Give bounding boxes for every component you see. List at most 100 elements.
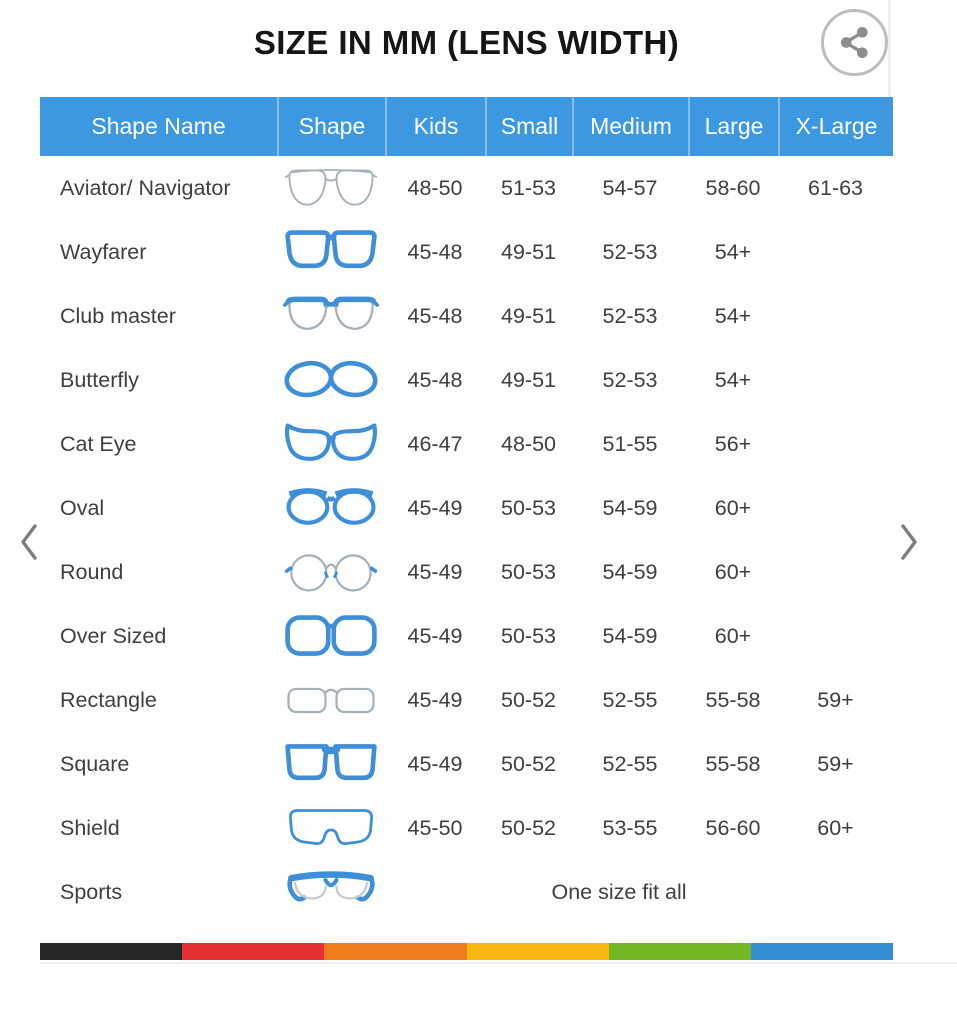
shape-name-cell: Oval [60, 495, 105, 520]
table-body: Aviator/ Navigator 48-50 51-53 54-57 58-60 6… [40, 156, 893, 924]
size-cell-kids: 45-49 [407, 751, 463, 776]
shape-cell [277, 796, 385, 860]
size-cell-medium: 52-53 [602, 367, 658, 392]
column-header-x-large: X-Large [778, 97, 893, 156]
square-glasses-icon [283, 737, 379, 791]
shape-cell [277, 540, 385, 604]
oversized-glasses-icon [283, 609, 379, 663]
size-cell-x-large: 59+ [817, 751, 854, 776]
size-cell-small: 50-52 [501, 751, 556, 776]
rectangle-glasses-icon [283, 673, 379, 727]
size-cell-x-large [778, 348, 893, 412]
shape-name-cell: Aviator/ Navigator [60, 175, 231, 200]
size-cell-small: 50-53 [501, 623, 556, 648]
size-cell-medium: 54-59 [602, 559, 658, 584]
footer-color-bar [40, 943, 894, 960]
size-cell-large: 54+ [714, 239, 752, 264]
size-cell-x-large: 60+ [817, 815, 854, 840]
shape-name-cell: Wayfarer [60, 239, 147, 264]
share-icon [840, 27, 868, 58]
shape-cell [277, 284, 385, 348]
page-title: SIZE IN MM (LENS WIDTH) [253, 24, 680, 61]
color-bar-segment [750, 943, 894, 960]
shape-cell [277, 412, 385, 476]
size-cell-x-large [778, 476, 893, 540]
size-cell-large: 60+ [714, 623, 752, 648]
shape-cell [277, 476, 385, 540]
size-cell-medium: 53-55 [602, 815, 658, 840]
size-cell-kids: 45-48 [407, 367, 463, 392]
size-cell-large: 54+ [714, 367, 752, 392]
size-cell-kids: 45-49 [407, 623, 463, 648]
size-cell-medium: 52-55 [602, 687, 658, 712]
table-row: Shield 45-50 50-52 53-55 56-60 60+ [40, 796, 893, 860]
size-cell-medium: 52-53 [602, 239, 658, 264]
size-cell-x-large: 61-63 [808, 175, 863, 200]
table-row: Sports One size fit all [40, 860, 893, 924]
size-cell-kids: 46-47 [407, 431, 463, 456]
size-cell-kids: 45-48 [407, 303, 463, 328]
shape-cell [277, 668, 385, 732]
one-size-note: One size fit all [551, 879, 687, 904]
table-row: Club master 45-48 49-51 52-53 54+ [40, 284, 893, 348]
column-header-kids: Kids [385, 97, 485, 156]
cat-eye-glasses-icon [283, 417, 379, 471]
carousel-prev-button[interactable] [14, 520, 44, 567]
size-cell-small: 50-52 [501, 687, 556, 712]
slide-edge-line [888, 0, 891, 97]
size-cell-small: 50-53 [501, 495, 556, 520]
size-cell-kids: 45-50 [407, 815, 463, 840]
size-cell-large: 60+ [714, 559, 752, 584]
table-row: Butterfly 45-48 49-51 52-53 54+ [40, 348, 893, 412]
chevron-left-icon [21, 524, 37, 560]
size-cell-small: 49-51 [501, 239, 556, 264]
table-row: Over Sized 45-49 50-53 54-59 60+ [40, 604, 893, 668]
size-cell-x-large [778, 412, 893, 476]
size-cell-large: 56-60 [705, 815, 761, 840]
size-cell-kids: 45-48 [407, 239, 463, 264]
size-cell-medium: 54-57 [602, 175, 658, 200]
shape-name-cell: Cat Eye [60, 431, 137, 456]
shape-name-cell: Rectangle [60, 687, 157, 712]
shape-cell [277, 732, 385, 796]
size-cell-large: 60+ [714, 495, 752, 520]
color-bar-segment [40, 943, 183, 960]
shape-cell [277, 156, 385, 220]
shape-cell [277, 604, 385, 668]
size-cell-x-large [778, 540, 893, 604]
shape-name-cell: Butterfly [60, 367, 139, 392]
size-cell-large: 58-60 [705, 175, 761, 200]
size-cell-small: 48-50 [501, 431, 556, 456]
size-cell-large: 55-58 [705, 751, 761, 776]
size-cell-small: 50-52 [501, 815, 556, 840]
size-cell-large: 54+ [714, 303, 752, 328]
aviator-glasses-icon [283, 161, 379, 215]
round-glasses-icon [283, 545, 379, 599]
sports-glasses-icon [283, 865, 379, 919]
size-cell-medium: 51-55 [602, 431, 658, 456]
table-row: Cat Eye 46-47 48-50 51-55 56+ [40, 412, 893, 476]
shape-name-cell: Over Sized [60, 623, 167, 648]
table-row: Round 45-49 50-53 54-59 60+ [40, 540, 893, 604]
shape-cell [277, 220, 385, 284]
shape-name-cell: Round [60, 559, 124, 584]
column-header-shape: Shape [277, 97, 385, 156]
column-header-medium: Medium [572, 97, 688, 156]
column-header-small: Small [485, 97, 572, 156]
color-bar-segment [182, 943, 325, 960]
shield-glasses-icon [283, 801, 379, 855]
table-row: Oval 45-49 50-53 54-59 60+ [40, 476, 893, 540]
size-cell-medium: 52-55 [602, 751, 658, 776]
shape-cell [277, 860, 385, 924]
shape-name-cell: Shield [60, 815, 120, 840]
size-cell-x-large [778, 220, 893, 284]
size-cell-small: 49-51 [501, 303, 556, 328]
wayfarer-glasses-icon [283, 225, 379, 279]
table-row: Square 45-49 50-52 52-55 55-58 59+ [40, 732, 893, 796]
carousel-next-button[interactable] [894, 520, 924, 567]
footer-divider-line [40, 962, 957, 964]
oval-glasses-icon [283, 481, 379, 535]
size-cell-medium: 54-59 [602, 495, 658, 520]
size-cell-kids: 45-49 [407, 687, 463, 712]
share-button[interactable] [821, 9, 888, 76]
